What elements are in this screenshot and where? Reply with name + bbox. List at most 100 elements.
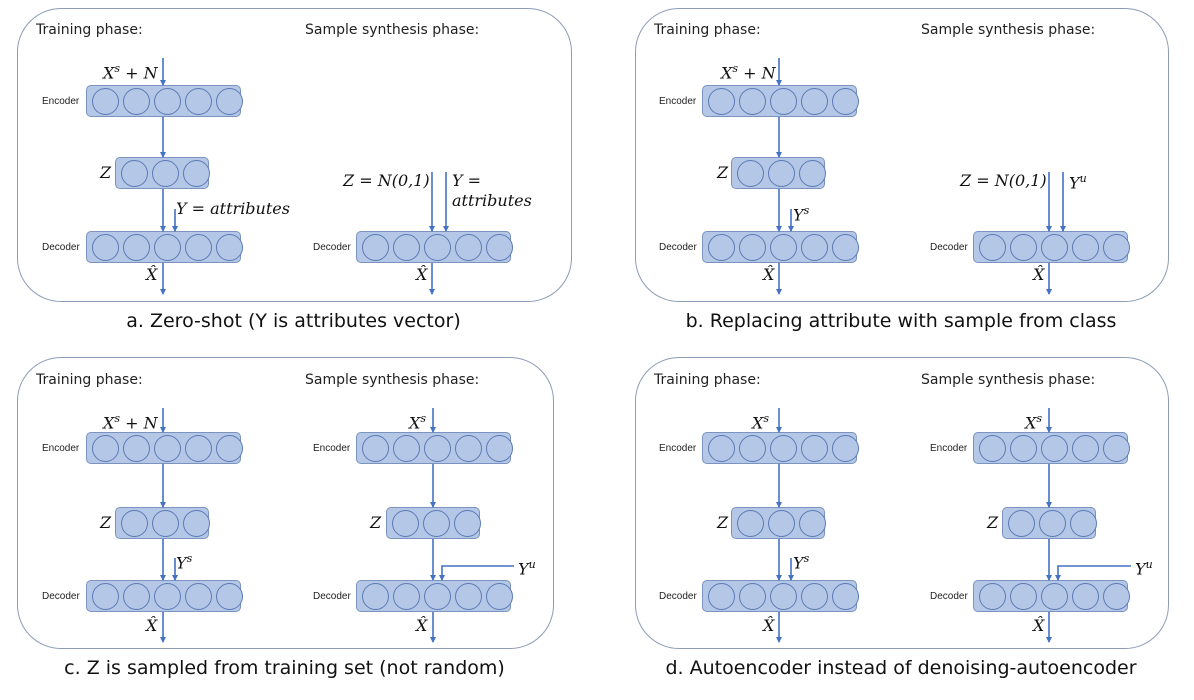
neuron [768, 509, 795, 537]
training-phase-title: Training phase: [36, 22, 143, 38]
neuron [739, 87, 766, 115]
neuron [486, 233, 513, 261]
neuron [185, 87, 212, 115]
neuron [708, 434, 735, 462]
neuron [739, 582, 766, 610]
neuron [423, 509, 450, 537]
neuron [216, 434, 243, 462]
neuron [455, 233, 482, 261]
neuron [183, 159, 210, 187]
synthesis-phase-title: Sample synthesis phase: [921, 22, 1096, 38]
neuron [799, 159, 826, 187]
output-label: X̂ [763, 616, 775, 635]
latent-layer [731, 157, 826, 189]
neuron [123, 434, 150, 462]
neuron [770, 233, 797, 261]
decoder-label: Decoder [42, 242, 80, 253]
neuron [801, 87, 828, 115]
decoder-layer [973, 580, 1130, 612]
neuron [362, 233, 389, 261]
caption-a: a. Zero-shot (Y is attributes vector) [126, 310, 461, 332]
encoder-label: Encoder [659, 443, 697, 454]
neuron [832, 582, 859, 610]
neuron [454, 509, 481, 537]
training-phase-title: Training phase: [36, 372, 143, 388]
neuron [1103, 582, 1130, 610]
neuron [708, 233, 735, 261]
neuron [739, 233, 766, 261]
syn-condition-line1: Y = [452, 171, 482, 190]
decoder-layer [973, 231, 1130, 263]
train-input-label: Xs + N [721, 62, 776, 83]
neuron [739, 434, 766, 462]
train-input-label: Xs + N [103, 412, 158, 433]
neuron [801, 582, 828, 610]
neuron [183, 509, 210, 537]
encoder-label: Encoder [42, 96, 80, 107]
syn-input-label: Xs [409, 412, 427, 433]
decoder-label: Decoder [930, 242, 968, 253]
neuron [979, 582, 1006, 610]
latent-z-label: Z [717, 513, 729, 532]
decoder-label: Decoder [930, 591, 968, 602]
encoder-label: Encoder [313, 443, 351, 454]
neuron [123, 87, 150, 115]
neuron [455, 434, 482, 462]
latent-layer [115, 507, 210, 539]
neuron [424, 233, 451, 261]
decoder-layer [356, 231, 513, 263]
latent-z-label: Z [717, 163, 729, 182]
train-condition-label: Y = attributes [176, 199, 290, 218]
latent-layer [1002, 507, 1097, 539]
neuron [832, 233, 859, 261]
synthesis-phase-title: Sample synthesis phase: [305, 22, 480, 38]
decoder-label: Decoder [313, 591, 351, 602]
latent-z-label: Z [100, 513, 112, 532]
neuron [737, 159, 764, 187]
train-condition-label: Ys [176, 552, 193, 573]
train-input-label: Xs + N [103, 62, 158, 83]
neuron [185, 582, 212, 610]
neuron [393, 434, 420, 462]
neuron [1010, 434, 1037, 462]
neuron [770, 87, 797, 115]
neuron [216, 233, 243, 261]
neuron [801, 233, 828, 261]
neuron [979, 233, 1006, 261]
train-condition-label: Ys [793, 552, 810, 573]
neuron [1010, 582, 1037, 610]
neuron [1103, 434, 1130, 462]
output-label: X̂ [416, 616, 428, 635]
syn-condition-label: Yu [1135, 558, 1153, 579]
encoder-layer [973, 432, 1130, 464]
neuron [770, 582, 797, 610]
neuron [1072, 582, 1099, 610]
synthesis-phase-title: Sample synthesis phase: [921, 372, 1096, 388]
neuron [1070, 509, 1097, 537]
syn-input-label: Xs [1025, 412, 1043, 433]
encoder-label: Encoder [42, 443, 80, 454]
encoder-layer [702, 85, 859, 117]
neuron [1008, 509, 1035, 537]
latent-z-label: Z [987, 513, 999, 532]
neuron [1072, 434, 1099, 462]
syn-condition-line2: attributes [452, 191, 532, 210]
neuron [424, 582, 451, 610]
caption-c: c. Z is sampled from training set (not r… [64, 657, 505, 679]
neuron [152, 159, 179, 187]
output-label: X̂ [416, 265, 428, 284]
encoder-layer [702, 432, 859, 464]
neuron [123, 582, 150, 610]
neuron [92, 434, 119, 462]
neuron [92, 582, 119, 610]
neuron [1041, 582, 1068, 610]
output-label: X̂ [146, 265, 158, 284]
encoder-layer [356, 432, 513, 464]
decoder-label: Decoder [659, 591, 697, 602]
neuron [152, 509, 179, 537]
neuron [185, 233, 212, 261]
decoder-layer [86, 231, 243, 263]
syn-condition-label: Yu [1069, 172, 1087, 193]
train-input-label: Xs [752, 412, 770, 433]
neuron [121, 159, 148, 187]
